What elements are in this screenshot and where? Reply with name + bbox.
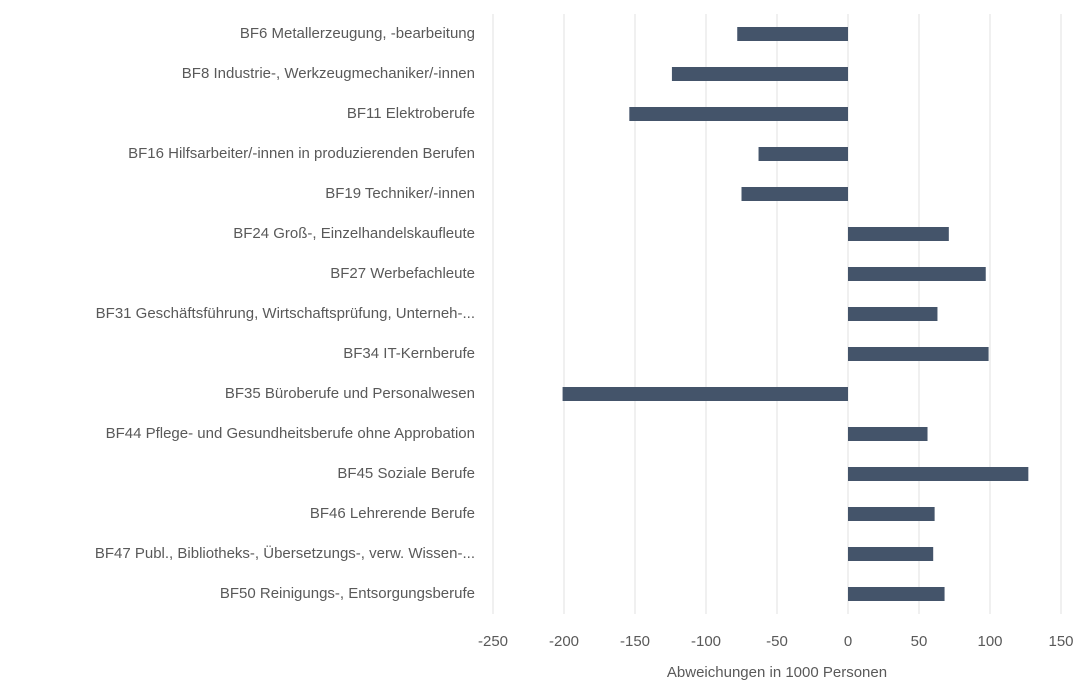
y-tick-label: BF35 Büroberufe und Personalwesen bbox=[225, 385, 475, 402]
bar bbox=[562, 387, 848, 401]
x-tick-label: -50 bbox=[766, 633, 788, 650]
y-tick-label: BF31 Geschäftsführung, Wirtschaftsprüfun… bbox=[96, 305, 475, 322]
x-axis-title: Abweichungen in 1000 Personen bbox=[667, 664, 887, 681]
bar bbox=[629, 107, 848, 121]
y-tick-label: BF44 Pflege- und Gesundheitsberufe ohne … bbox=[106, 425, 475, 442]
y-tick-label: BF45 Soziale Berufe bbox=[337, 465, 475, 482]
y-tick-label: BF27 Werbefachleute bbox=[330, 265, 475, 282]
x-tick-label: 0 bbox=[844, 633, 852, 650]
y-tick-label: BF11 Elektroberufe bbox=[347, 105, 475, 122]
x-tick-label: -150 bbox=[620, 633, 650, 650]
bar bbox=[848, 307, 938, 321]
bar bbox=[848, 427, 928, 441]
bar bbox=[848, 467, 1029, 481]
x-tick-label: 150 bbox=[1048, 633, 1073, 650]
bar bbox=[848, 267, 986, 281]
x-tick-label: 50 bbox=[911, 633, 928, 650]
bar bbox=[848, 347, 989, 361]
y-tick-label: BF8 Industrie-, Werkzeugmechaniker/-inne… bbox=[182, 65, 475, 82]
x-tick-label: 100 bbox=[977, 633, 1002, 650]
bar bbox=[741, 187, 848, 201]
y-tick-label: BF46 Lehrerende Berufe bbox=[310, 505, 475, 522]
y-tick-label: BF47 Publ., Bibliotheks-, Übersetzungs-,… bbox=[95, 544, 475, 562]
bar bbox=[848, 587, 945, 601]
bar bbox=[671, 67, 848, 81]
y-tick-label: BF34 IT-Kernberufe bbox=[343, 345, 475, 362]
bar bbox=[848, 507, 935, 521]
bar bbox=[848, 547, 934, 561]
y-tick-label: BF50 Reinigungs-, Entsorgungsberufe bbox=[220, 585, 475, 602]
bar bbox=[758, 147, 848, 161]
y-tick-label: BF16 Hilfsarbeiter/-innen in produzieren… bbox=[128, 145, 475, 162]
y-tick-label: BF19 Techniker/-innen bbox=[325, 185, 475, 202]
bar bbox=[848, 227, 949, 241]
x-tick-label: -250 bbox=[478, 633, 508, 650]
x-tick-label: -100 bbox=[691, 633, 721, 650]
y-tick-label: BF24 Groß-, Einzelhandelskaufleute bbox=[233, 225, 475, 242]
y-tick-label: BF6 Metallerzeugung, -bearbeitung bbox=[240, 25, 475, 42]
bar bbox=[737, 27, 848, 41]
x-tick-label: -200 bbox=[549, 633, 579, 650]
